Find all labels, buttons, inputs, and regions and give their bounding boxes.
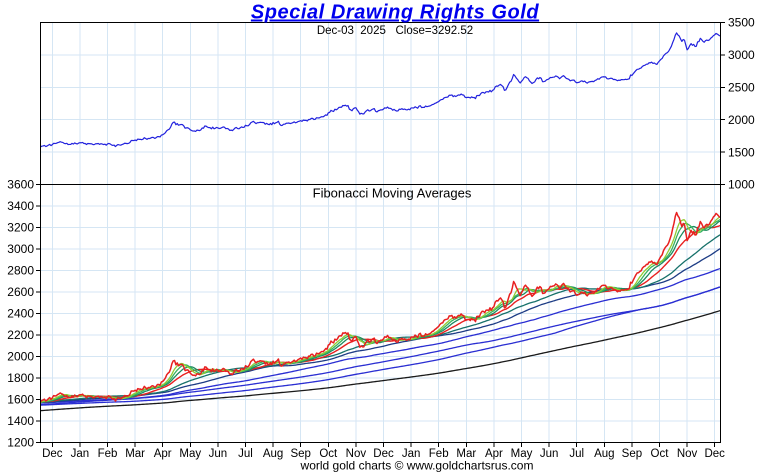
svg-text:3000: 3000 — [728, 48, 755, 62]
svg-text:3600: 3600 — [7, 178, 34, 192]
svg-text:Mar: Mar — [125, 448, 145, 460]
svg-text:Mar: Mar — [456, 448, 476, 460]
svg-text:3200: 3200 — [7, 221, 34, 235]
svg-text:Jun: Jun — [540, 448, 559, 460]
svg-text:Sep: Sep — [290, 448, 310, 460]
svg-text:2200: 2200 — [7, 328, 34, 342]
svg-text:Dec-03 2025 Close=3292.52: Dec-03 2025 Close=3292.52 — [317, 25, 473, 37]
svg-text:2800: 2800 — [7, 264, 34, 278]
svg-text:Jun: Jun — [209, 448, 228, 460]
svg-text:May: May — [179, 448, 201, 460]
svg-text:Jul: Jul — [569, 448, 584, 460]
svg-text:Special Drawing Rights Gold: Special Drawing Rights Gold — [251, 2, 539, 24]
svg-text:2600: 2600 — [7, 285, 34, 299]
svg-text:2500: 2500 — [728, 81, 755, 95]
svg-text:2400: 2400 — [7, 307, 34, 321]
svg-text:Dec: Dec — [42, 448, 63, 460]
svg-text:Dec: Dec — [704, 448, 725, 460]
svg-text:3500: 3500 — [728, 16, 755, 30]
svg-text:1800: 1800 — [7, 371, 34, 385]
svg-text:1400: 1400 — [7, 414, 34, 428]
svg-text:Fibonacci Moving Averages: Fibonacci Moving Averages — [313, 186, 472, 201]
svg-text:Oct: Oct — [651, 448, 670, 460]
svg-text:Aug: Aug — [594, 448, 614, 460]
svg-text:Feb: Feb — [98, 448, 118, 460]
svg-text:Nov: Nov — [346, 448, 367, 460]
svg-text:Sep: Sep — [622, 448, 642, 460]
svg-text:Dec: Dec — [373, 448, 394, 460]
svg-text:Apr: Apr — [485, 448, 503, 460]
svg-text:3000: 3000 — [7, 242, 34, 256]
svg-text:May: May — [511, 448, 533, 460]
svg-text:Jan: Jan — [71, 448, 90, 460]
svg-text:Aug: Aug — [263, 448, 283, 460]
svg-text:Nov: Nov — [677, 448, 698, 460]
svg-text:world gold charts © www.goldch: world gold charts © www.goldchartsrus.co… — [300, 459, 534, 473]
svg-text:Oct: Oct — [319, 448, 338, 460]
svg-text:3400: 3400 — [7, 199, 34, 213]
svg-text:Jul: Jul — [238, 448, 253, 460]
svg-text:1000: 1000 — [728, 178, 755, 192]
svg-text:1500: 1500 — [728, 145, 755, 159]
svg-text:1200: 1200 — [7, 436, 34, 450]
svg-text:1600: 1600 — [7, 393, 34, 407]
svg-text:Feb: Feb — [429, 448, 449, 460]
svg-text:Jan: Jan — [402, 448, 421, 460]
svg-text:Apr: Apr — [154, 448, 172, 460]
svg-text:2000: 2000 — [7, 350, 34, 364]
svg-text:2000: 2000 — [728, 113, 755, 127]
